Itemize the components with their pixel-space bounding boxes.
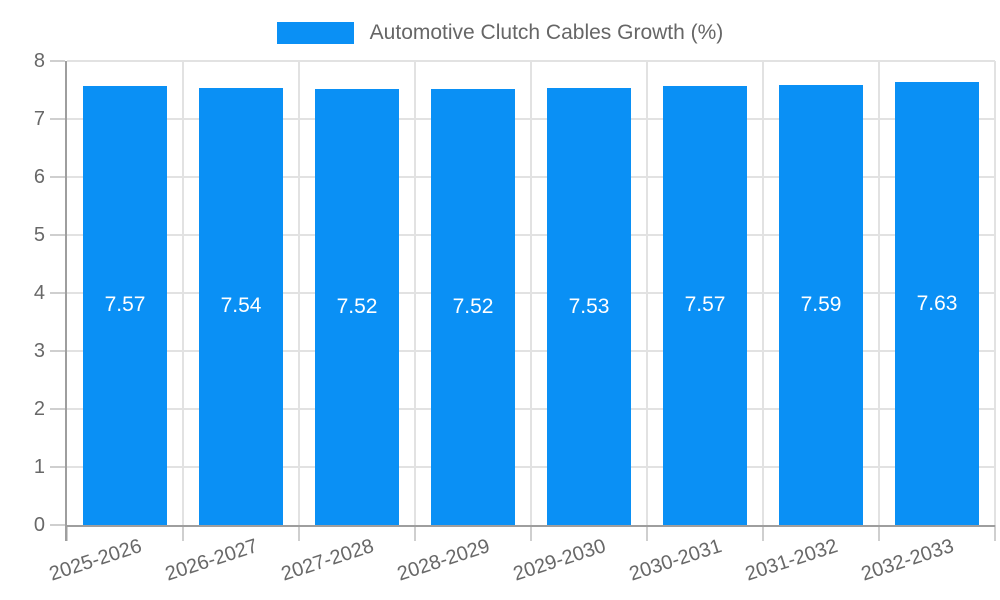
y-tick-label: 0 — [33, 514, 45, 536]
y-tick-label: 3 — [33, 340, 45, 362]
bar-value-label: 7.57 — [104, 293, 146, 317]
bar-value-label: 7.63 — [916, 291, 958, 315]
x-axis-tick — [66, 525, 68, 541]
y-tick-label: 5 — [33, 224, 45, 246]
x-axis-tick — [878, 525, 880, 541]
x-axis-tick — [530, 525, 532, 541]
x-axis-tick — [182, 525, 184, 541]
y-tick-label: 8 — [33, 50, 45, 72]
bar[interactable] — [779, 84, 863, 525]
y-axis-tick — [50, 524, 65, 526]
y-tick-label: 1 — [33, 456, 45, 478]
x-tick-label: 2030-2031 — [627, 535, 725, 586]
x-axis-tick — [414, 525, 416, 541]
y-axis-tick — [50, 408, 65, 410]
bar-value-label: 7.52 — [452, 294, 494, 318]
bar-value-label: 7.54 — [220, 294, 262, 318]
x-tick-label: 2032-2033 — [859, 535, 957, 586]
x-axis-tick — [298, 525, 300, 541]
x-tick-label: 2025-2026 — [47, 535, 145, 586]
v-gridline — [414, 61, 416, 525]
x-tick-label: 2031-2032 — [743, 535, 841, 586]
bar-value-label: 7.53 — [568, 294, 610, 318]
bar[interactable] — [315, 88, 399, 525]
bar[interactable] — [547, 88, 631, 525]
y-axis-tick — [50, 350, 65, 352]
bar[interactable] — [895, 82, 979, 525]
x-axis-tick — [762, 525, 764, 541]
bar[interactable] — [663, 85, 747, 525]
legend-swatch — [276, 22, 354, 44]
bar-value-label: 7.57 — [684, 293, 726, 317]
y-axis-tick — [50, 176, 65, 178]
y-axis-tick — [50, 466, 65, 468]
y-axis-tick — [50, 118, 65, 120]
v-gridline — [530, 61, 532, 525]
y-axis-line — [65, 61, 67, 541]
v-gridline — [878, 61, 880, 525]
x-tick-label: 2028-2029 — [395, 535, 493, 586]
x-tick-label: 2026-2027 — [163, 535, 261, 586]
y-tick-label: 4 — [33, 282, 45, 304]
plot-area: 0 1 2 3 4 5 6 7 8 7.57 2025-2026 7.54 2026-2027 7.52 2… — [34, 50, 996, 585]
v-gridline — [182, 61, 184, 525]
v-gridline — [298, 61, 300, 525]
v-gridline — [646, 61, 648, 525]
y-tick-label: 7 — [33, 108, 45, 130]
y-tick-label: 2 — [33, 398, 45, 420]
v-gridline — [762, 61, 764, 525]
bar[interactable] — [199, 87, 283, 525]
legend-label: Automotive Clutch Cables Growth (%) — [369, 21, 724, 44]
bar-value-label: 7.52 — [336, 294, 378, 318]
y-tick-label: 6 — [33, 166, 45, 188]
x-axis-tick — [994, 525, 996, 541]
y-axis-tick — [50, 234, 65, 236]
x-axis-line — [65, 525, 995, 527]
legend[interactable]: Automotive Clutch Cables Growth (%) — [0, 20, 1000, 46]
y-axis-tick — [50, 60, 65, 62]
bar[interactable] — [83, 85, 167, 525]
bar[interactable] — [431, 88, 515, 525]
y-axis-tick — [50, 292, 65, 294]
x-tick-label: 2027-2028 — [279, 535, 377, 586]
x-axis-tick — [646, 525, 648, 541]
bar-value-label: 7.59 — [800, 292, 842, 316]
x-tick-label: 2029-2030 — [511, 535, 609, 586]
v-gridline — [994, 61, 996, 525]
